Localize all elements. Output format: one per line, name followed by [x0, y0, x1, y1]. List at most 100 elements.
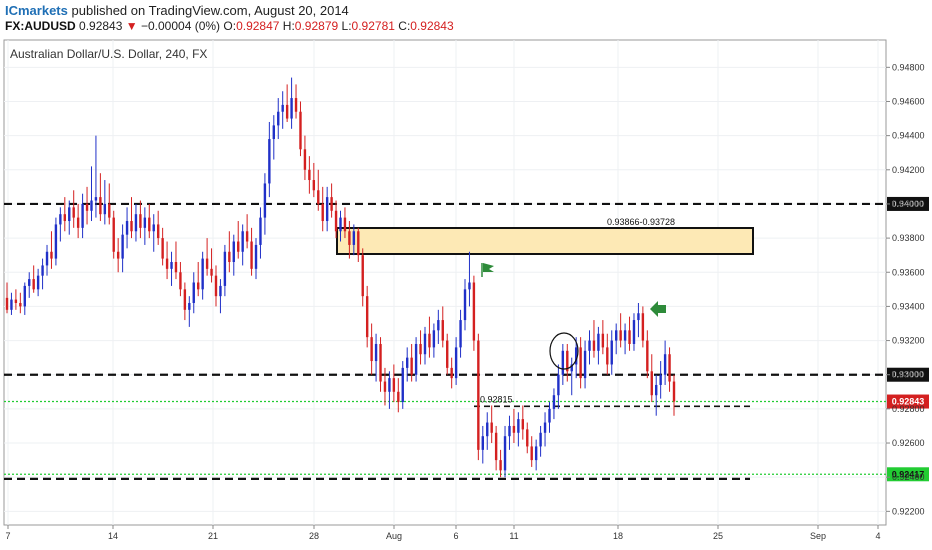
- candle-body: [610, 340, 613, 365]
- candle-body: [437, 320, 440, 331]
- candle-body: [552, 395, 556, 409]
- candle-body: [112, 217, 115, 252]
- candle-body: [486, 422, 489, 437]
- price-chart[interactable]: Australian Dollar/U.S. Dollar, 240, FX 0…: [0, 36, 932, 550]
- candle-body: [592, 340, 596, 351]
- candle-body: [125, 221, 129, 235]
- candle-body: [570, 364, 573, 372]
- candle-body: [148, 217, 151, 232]
- x-tick-label: 6: [453, 531, 458, 541]
- candle-body: [76, 217, 80, 228]
- x-tick-label: 25: [713, 531, 723, 541]
- candle-body: [499, 460, 502, 471]
- candle-body: [103, 203, 107, 215]
- y-tick-label: 0.93800: [892, 233, 925, 243]
- candle-body: [294, 98, 298, 112]
- change-down-arrow-icon: ▼: [125, 19, 138, 33]
- candle-body: [214, 275, 218, 297]
- candle-body: [237, 241, 240, 252]
- candle-body: [388, 378, 391, 392]
- candle-body: [41, 265, 44, 276]
- candle-body: [152, 224, 155, 232]
- candle-body: [219, 285, 222, 297]
- published-text: published on TradingView.com, August 20,…: [71, 3, 349, 18]
- candle-body: [339, 217, 342, 232]
- candle-body: [432, 330, 436, 348]
- level-price-tag: [887, 196, 929, 211]
- candle-body: [481, 436, 484, 450]
- candle-body: [54, 224, 58, 259]
- high-value: 0.92879: [294, 19, 339, 33]
- candle-body: [281, 104, 284, 112]
- candle-body: [10, 299, 13, 310]
- candle-body: [454, 347, 458, 379]
- candle-body: [205, 258, 209, 269]
- level-price-tag-label: 0.92417: [892, 469, 925, 479]
- candle-body: [308, 169, 311, 181]
- candle-body: [566, 350, 569, 372]
- flag-icon: [481, 263, 494, 277]
- candle-body: [446, 340, 449, 368]
- y-tick-label: 0.94200: [892, 165, 925, 175]
- candle-body: [383, 381, 387, 392]
- candle-body: [223, 251, 227, 286]
- candle-body: [494, 432, 498, 461]
- x-tick-label: Aug: [386, 531, 402, 541]
- y-tick-label: 0.92600: [892, 438, 925, 448]
- candle-body: [352, 231, 356, 245]
- close-label: C:: [398, 19, 411, 33]
- candle-body: [472, 282, 476, 341]
- x-tick-label: Sep: [810, 531, 826, 541]
- candle-body: [90, 200, 93, 211]
- candle-body: [459, 320, 462, 348]
- candle-body: [641, 313, 645, 341]
- candle-body: [299, 111, 302, 150]
- candle-body: [303, 149, 307, 170]
- candle-body: [139, 214, 142, 228]
- candle-body: [512, 425, 516, 433]
- x-tick-label: 11: [509, 531, 518, 541]
- candle-body: [530, 446, 533, 461]
- candle-body: [50, 251, 53, 259]
- candle-body: [646, 340, 649, 372]
- candle-body: [370, 337, 373, 362]
- close-value: 0.92843: [410, 19, 454, 33]
- candle-body: [668, 354, 671, 382]
- symbol-line: FX:AUDUSD 0.92843 ▼ −0.00004 (0%) O:0.92…: [5, 19, 454, 33]
- candle-body: [36, 275, 40, 290]
- candle-body: [59, 214, 62, 225]
- candle-body: [19, 302, 22, 307]
- candle-body: [463, 289, 467, 321]
- candle-body: [623, 330, 627, 341]
- candle-body: [161, 238, 164, 259]
- open-value: 0.92847: [236, 19, 280, 33]
- y-tick-label: 0.92400: [892, 472, 925, 482]
- candle-body: [28, 279, 31, 286]
- y-tick-label: 0.94000: [892, 199, 925, 209]
- candle-body: [597, 333, 600, 351]
- candles: [5, 77, 676, 478]
- level-price-tag-label: 0.92843: [892, 397, 925, 407]
- candle-body: [508, 425, 511, 437]
- candle-body: [259, 217, 262, 245]
- candle-body: [348, 231, 351, 245]
- candle-body: [99, 197, 102, 215]
- x-tick-label: 28: [309, 531, 319, 541]
- low-label: L:: [341, 19, 352, 33]
- candle-body: [108, 203, 111, 218]
- candle-body: [334, 210, 338, 232]
- publisher-name[interactable]: ICmarkets: [5, 3, 68, 18]
- last-price: 0.92843: [79, 19, 123, 33]
- candle-body: [574, 347, 578, 365]
- symbol-name: FX:AUDUSD: [5, 19, 76, 33]
- candle-body: [290, 98, 293, 119]
- candle-body: [32, 279, 35, 290]
- candle-body: [72, 207, 75, 218]
- candle-body: [397, 391, 400, 403]
- level-price-tag: [887, 467, 929, 482]
- candle-body: [534, 446, 538, 461]
- y-tick-label: 0.92200: [892, 506, 925, 516]
- candle-body: [250, 241, 253, 269]
- candle-body: [268, 139, 271, 184]
- candle-body: [361, 255, 364, 297]
